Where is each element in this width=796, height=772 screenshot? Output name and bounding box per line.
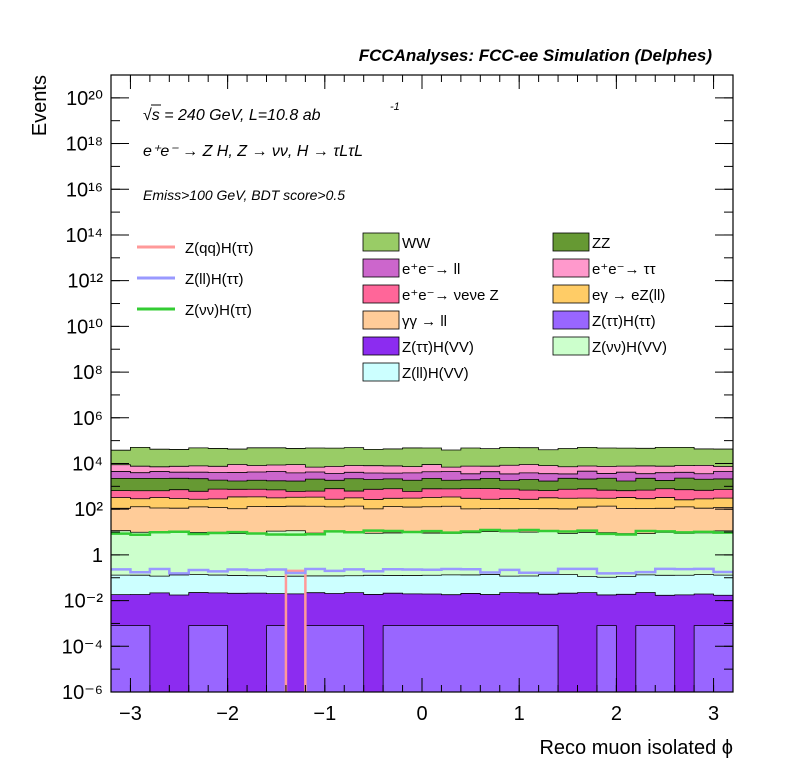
legend-box-swatch — [552, 258, 590, 278]
axes: −3 −2 −1 0 1 2 3 10⁻⁶ 10⁻⁴ 10⁻² 1 10² 10⁴ 10⁶ 10⁸ 10¹⁰ 1… — [62, 75, 734, 725]
legend-box-swatch — [552, 232, 590, 252]
y-tick-label: 10¹⁸ — [66, 134, 103, 156]
cuts-annotation: Emiss>100 GeV, BDT score>0.5 — [143, 187, 345, 203]
y-tick-label: 10⁻⁶ — [62, 682, 103, 704]
y-tick-label: 10¹⁴ — [66, 225, 104, 247]
legend-label: e⁺e⁻→ ττ — [592, 261, 656, 278]
legend-box-swatch — [552, 310, 590, 330]
plot-title: FCCAnalyses: FCC-ee Simulation (Delphes) — [359, 46, 713, 65]
energy-text: √s = 240 GeV, L=10.8 ab — [143, 107, 321, 124]
legend-box-swatch — [552, 336, 590, 356]
legend-label: Z(ττ)H(VV) — [402, 339, 474, 356]
signal-line-1 — [111, 567, 733, 575]
legend-box-swatch — [362, 284, 400, 304]
legend-label: Z(qq)H(ττ) — [185, 240, 254, 257]
x-tick-label: 0 — [416, 703, 427, 725]
legend-box-swatch — [362, 258, 400, 278]
stack-z-h- — [110, 625, 734, 693]
legend-label: Z(ll)H(VV) — [402, 365, 469, 382]
legend-label: WW — [402, 235, 431, 252]
legend-signals: Z(qq)H(ττ) Z(ll)H(ττ) Z(νν)H(ττ) — [137, 240, 254, 319]
legend-box-swatch — [362, 310, 400, 330]
y-tick-label: 10¹⁰ — [66, 316, 103, 338]
legend-box-swatch — [362, 362, 400, 382]
legend-label: Z(νν)H(VV) — [592, 339, 667, 356]
energy-superscript: -1 — [390, 101, 400, 113]
y-tick-label: 10¹⁶ — [66, 179, 103, 201]
stacked-histograms — [110, 446, 734, 693]
signal-line-0 — [284, 569, 307, 692]
energy-annotation: √s = 240 GeV, L=10.8 ab -1 — [143, 101, 400, 124]
legend-label: e⁺e⁻→ νeνe Z — [402, 287, 499, 304]
y-tick-label: 10⁴ — [72, 453, 103, 475]
y-tick-label: 10² — [74, 499, 103, 521]
legend-box-swatch — [362, 232, 400, 252]
legend-label: Z(νν)H(ττ) — [185, 302, 252, 319]
legend-label: e⁺e⁻→ ll — [402, 261, 460, 278]
legend-backgrounds-col2: ZZ e⁺e⁻→ ττ eγ → eZ(ll) Z(ττ)H(ττ) Z(νν)H(VV… — [552, 232, 667, 356]
x-tick-label: −2 — [216, 703, 239, 725]
legend-label: γγ → ll — [402, 313, 447, 330]
y-tick-label: 10⁻² — [64, 591, 104, 613]
signal-line-2 — [111, 528, 733, 536]
x-tick-label: −3 — [119, 703, 142, 725]
legend-label: ZZ — [592, 235, 610, 252]
x-axis-label: Reco muon isolated ϕ — [539, 737, 733, 759]
legend-label: Z(ll)H(ττ) — [185, 271, 244, 288]
y-tick-label: 10⁸ — [72, 362, 103, 384]
signal-histograms — [111, 528, 733, 692]
legend-box-swatch — [362, 336, 400, 356]
x-tick-label: 1 — [514, 703, 525, 725]
y-tick-label: 10⁻⁴ — [62, 636, 103, 658]
x-tick-label: −1 — [313, 703, 336, 725]
y-axis-label: Events — [29, 75, 51, 136]
x-tick-label: 3 — [708, 703, 719, 725]
legend-box-swatch — [552, 284, 590, 304]
y-tick-label: 10¹² — [67, 271, 103, 293]
legend-label: eγ → eZ(ll) — [592, 287, 665, 304]
y-tick-label: 1 — [92, 545, 103, 567]
process-annotation: e⁺e⁻ → Z H, Z → νν, H → τLτL — [143, 143, 363, 160]
x-tick-label: 2 — [611, 703, 622, 725]
y-tick-label: 10⁶ — [73, 408, 103, 430]
legend-label: Z(ττ)H(ττ) — [592, 313, 656, 330]
y-tick-label: 10²⁰ — [66, 88, 103, 110]
legend-backgrounds-col1: WW e⁺e⁻→ ll e⁺e⁻→ νeνe Z γγ → ll Z(ττ)H(VV) Z… — [362, 232, 499, 382]
